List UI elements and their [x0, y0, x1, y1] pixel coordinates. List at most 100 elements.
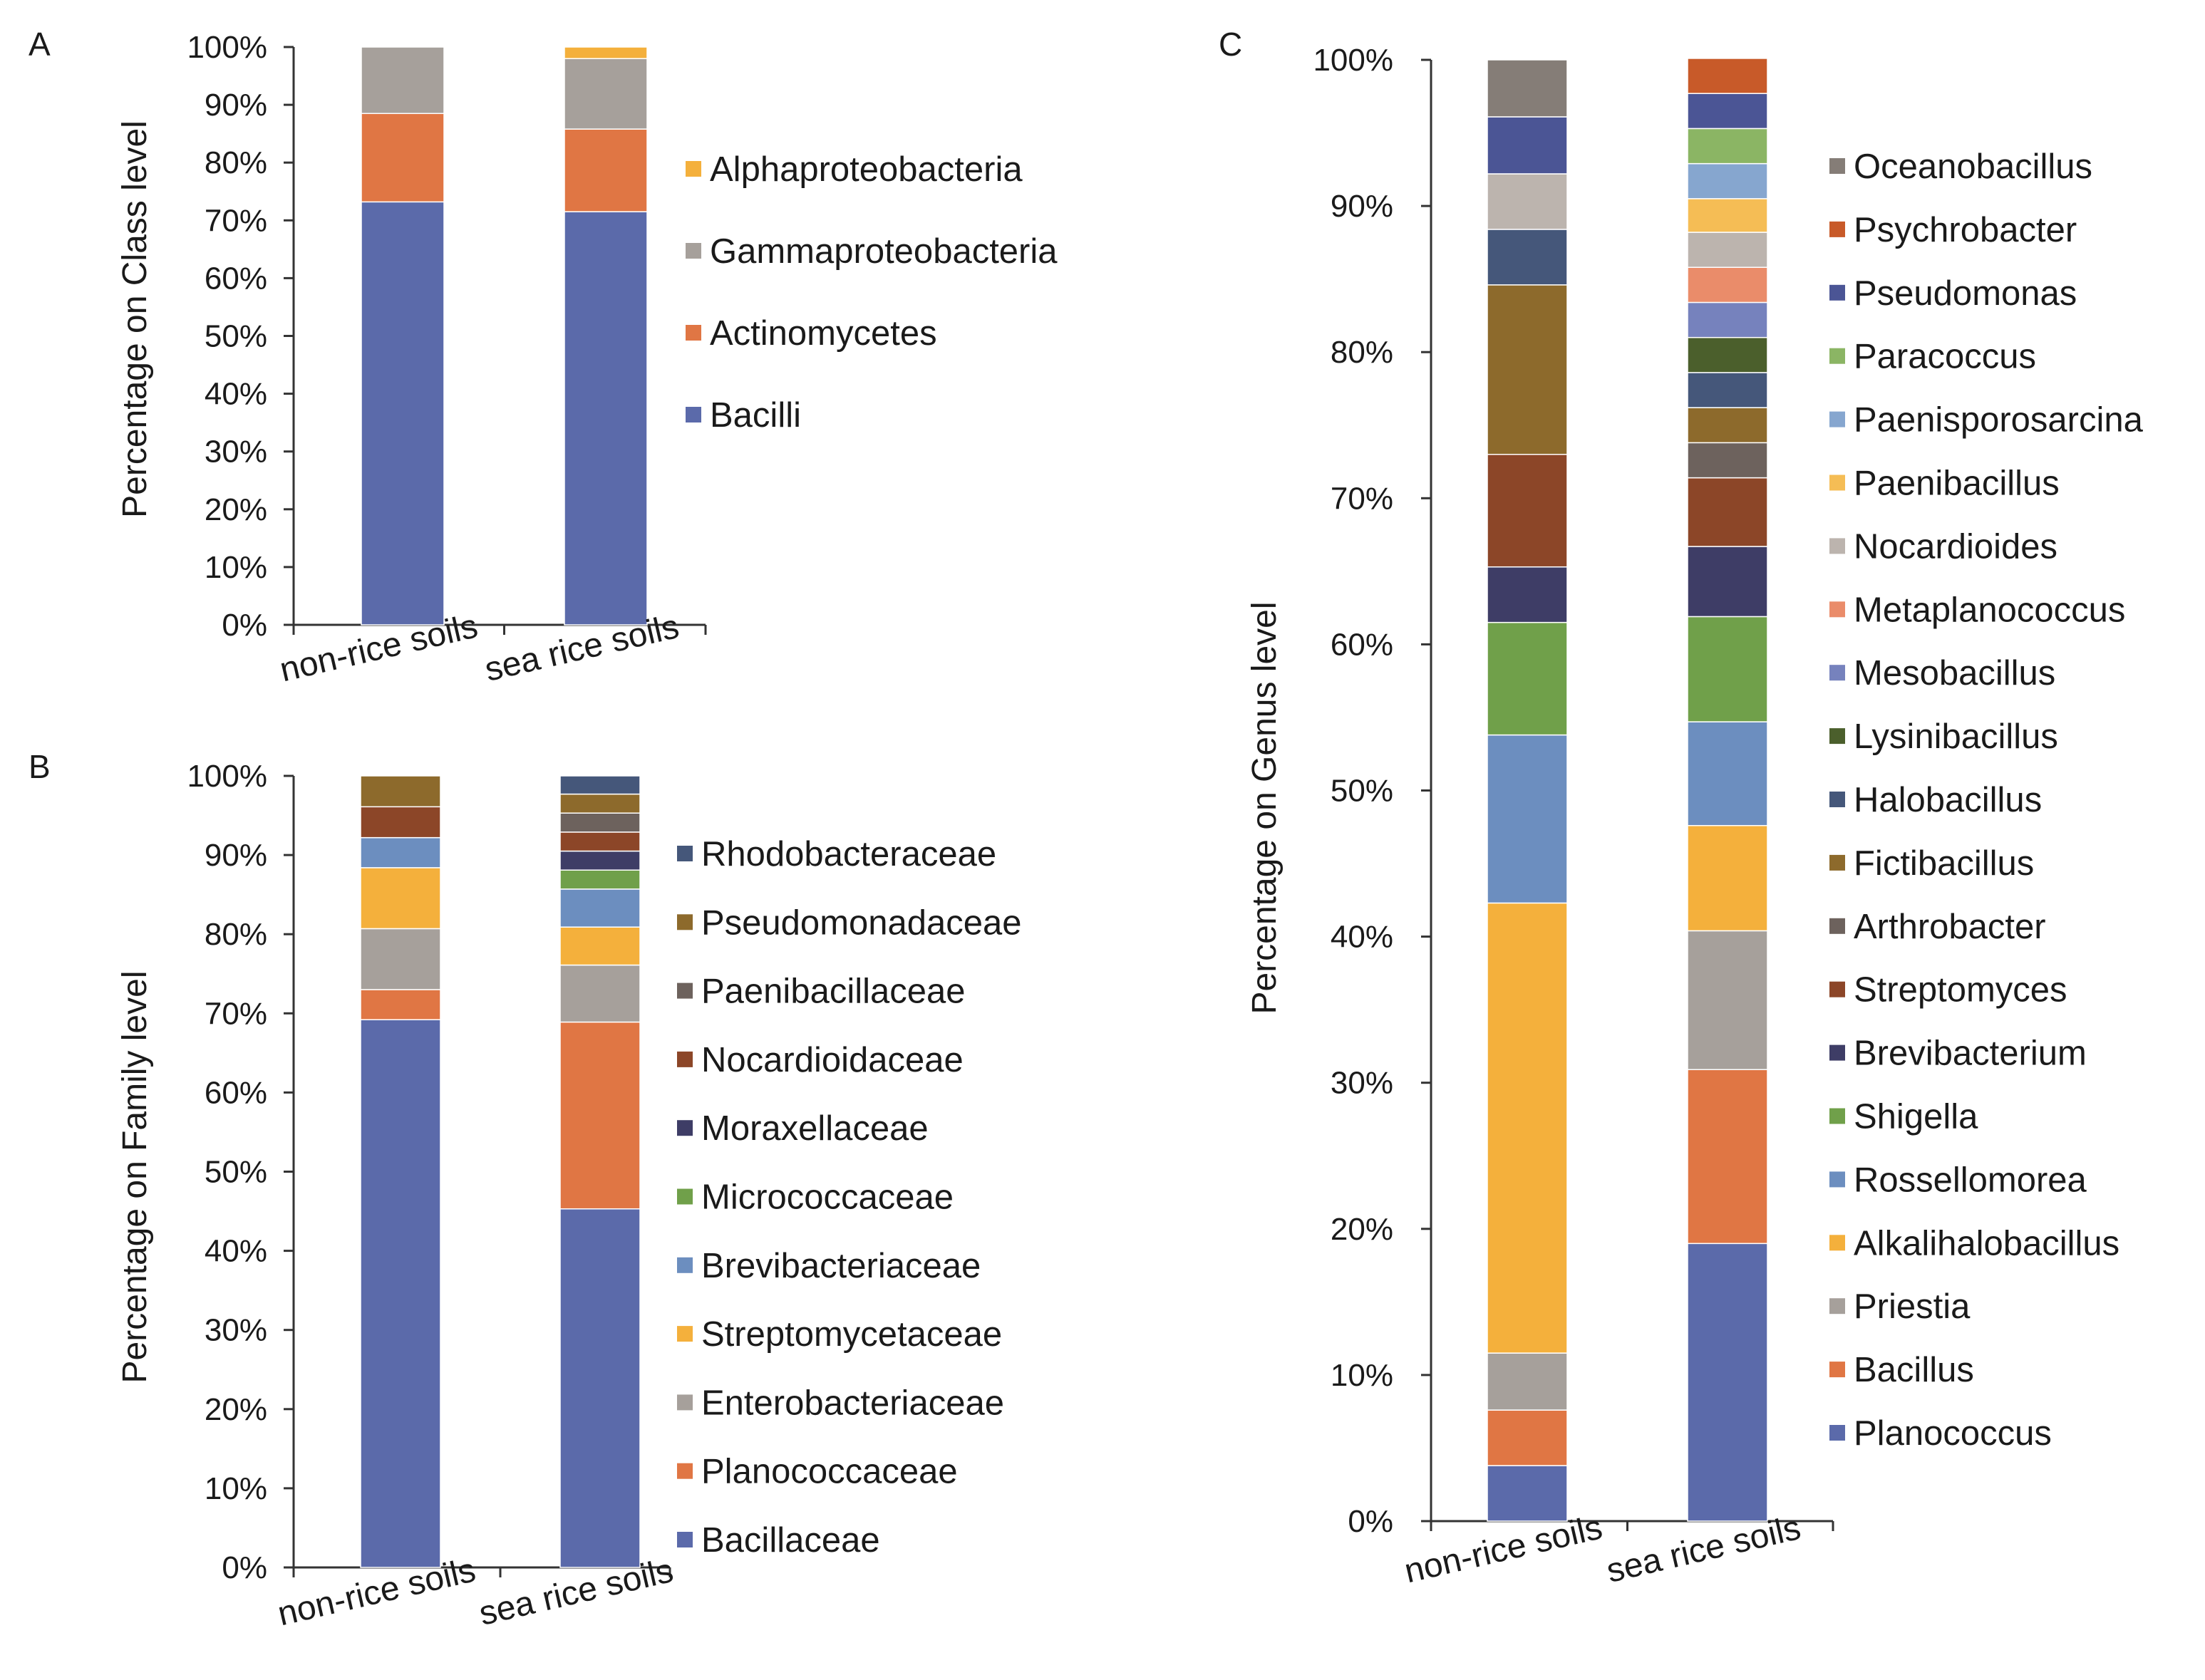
panel-a-y-axis-label: Percentage on Class level [116, 120, 154, 518]
y-tick-label: 0% [1348, 1504, 1393, 1539]
y-tick-label: 10% [205, 550, 267, 585]
y-tick-label: 70% [205, 996, 267, 1031]
legend-label: Alkalihalobacillus [1854, 1224, 2119, 1262]
legend-swatch [686, 243, 701, 259]
legend-label: Nocardioidaceae [701, 1041, 964, 1079]
legend-label: Lysinibacillus [1854, 717, 2058, 756]
bar-segment-bacilli: Bacilli: 73.2 [361, 201, 445, 626]
y-tick-label: 90% [205, 88, 267, 123]
bar-segment-brevibacteriaceae: Brevibacteriaceae: 3.8 [360, 836, 441, 868]
bar-segment-fictibacillus: Fictibacillus: 2.4 [1687, 407, 1768, 444]
bar-segment-streptomycetaceae: Streptomycetaceae: 4.8 [559, 926, 641, 966]
bar-segment-shigella: Shigella: 7.2 [1687, 616, 1768, 722]
bar-segment-oceanobacillus: Oceanobacillus: 3.9 [1487, 59, 1568, 118]
bar-segment-alphaproteobacteria: Alphaproteobacteria: 2 [564, 46, 648, 59]
legend-label: Bacillaceae [701, 1521, 880, 1560]
y-tick-label: 80% [205, 917, 267, 952]
legend-label: Brevibacteriaceae [701, 1247, 981, 1285]
y-tick-label: 0% [222, 608, 267, 643]
panel-c-axes: 0% 10% 20% 30% 40% 50% 60% 70% 80% 90% 100% [1313, 43, 1834, 1539]
panel-a-axes: 0% 10% 20% 30% 40% 50% 60% 70% 80% 90% 100% [187, 30, 707, 643]
legend-swatch [1829, 475, 1845, 491]
bar-segment-paenisporosarcina: Paenisporosarcina: 2.4 [1687, 162, 1768, 199]
bar-segment-metaplanococcus: Metaplanococcus: 2.4 [1687, 266, 1768, 304]
legend-swatch [1829, 348, 1845, 364]
bar-segment-brevibacterium: Brevibacterium: 4.8 [1687, 546, 1768, 618]
bar-segment-nocardioides: Nocardioides: 2.4 [1687, 232, 1768, 268]
legend-label: Paenibacillus [1854, 465, 2060, 503]
bar-segment-actinomycetes: Actinomycetes: 15.3 [361, 113, 445, 203]
legend-label: Metaplanococcus [1854, 591, 2125, 629]
legend-swatch [677, 1532, 693, 1547]
legend-swatch [677, 1120, 693, 1136]
bar-segment-rhodobacteraceae: Rhodobacteraceae: 2.3 [559, 775, 641, 795]
y-tick-label: 40% [1331, 920, 1393, 955]
y-tick-label: 80% [205, 145, 267, 180]
y-tick-label: 90% [205, 838, 267, 873]
legend-swatch [686, 407, 701, 422]
legend-label: Rhodobacteraceae [701, 835, 996, 873]
bar-segment-bacillaceae: Bacillaceae: 69.2 [360, 1019, 441, 1568]
panel-b-bars: Bacillaceae: 69.2Planococcaceae: 3.8Ente… [360, 775, 641, 1568]
y-tick-label: 50% [205, 319, 267, 354]
bar-segment-rossellomorea: Rossellomorea: 11.5 [1487, 734, 1568, 904]
panel-c-y-axis-label: Percentage on Genus level [1246, 601, 1284, 1014]
legend-label: Enterobacteriaceae [701, 1384, 1004, 1422]
y-tick-label: 30% [205, 435, 267, 470]
legend-label: Gammaproteobacteria [710, 232, 1058, 271]
bar-segment-rossellomorea: Rossellomorea: 7.1 [1687, 721, 1768, 826]
y-tick-label: 70% [205, 203, 267, 238]
legend-label: Planococcaceae [701, 1453, 958, 1491]
bar-segment-alkalihalobacillus: Alkalihalobacillus: 30.8 [1487, 902, 1568, 1354]
bar-segment-pseudomonadaceae: Pseudomonadaceae: 2.4 [559, 793, 641, 814]
bar-segment-brevibacteriaceae: Brevibacteriaceae: 4.8 [559, 888, 641, 928]
legend-label: Nocardioides [1854, 527, 2057, 566]
legend-label: Rossellomorea [1854, 1161, 2087, 1199]
legend-label: Planococcus [1854, 1414, 2052, 1453]
y-tick-label: 100% [187, 759, 267, 794]
bar-segment-planococcus: Planococcus: 19 [1687, 1243, 1768, 1522]
legend-swatch [1829, 1298, 1845, 1315]
y-tick-label: 40% [205, 377, 267, 412]
legend-label: Priestia [1854, 1287, 1971, 1326]
bar-segment-fictibacillus: Fictibacillus: 11.6 [1487, 284, 1568, 455]
panel-a-bars: Bacilli: 73.2Actinomycetes: 15.3Gammapro… [361, 46, 648, 626]
bar-segment-pseudomonadaceae: Pseudomonadaceae: 3.9 [360, 775, 441, 808]
bar-segment-mesobacillus: Mesobacillus: 2.4 [1687, 301, 1768, 338]
legend-swatch [677, 1257, 693, 1273]
panel-a-letter: A [29, 26, 51, 63]
legend-swatch [1829, 1235, 1845, 1251]
bar-segment-paenibacillaceae: Paenibacillaceae: 2.4 [559, 812, 641, 833]
bar-segment-bacillaceae: Bacillaceae: 45.3 [559, 1208, 641, 1568]
y-tick-label: 60% [1331, 627, 1393, 662]
bar-segment-halobacillus: Halobacillus: 3.8 [1487, 229, 1568, 286]
legend-label: Paenisporosarcina [1854, 401, 2144, 440]
bar-segment-nocardioidaceae: Nocardioidaceae: 3.9 [360, 806, 441, 839]
legend-label: Streptomyces [1854, 971, 2067, 1010]
legend-swatch [1829, 1044, 1845, 1061]
legend-swatch [1829, 1108, 1845, 1124]
legend-label: Pseudomonas [1854, 274, 2077, 313]
legend-swatch [677, 1463, 693, 1479]
legend-label: Mesobacillus [1854, 654, 2055, 693]
bar-segment-streptomycetaceae: Streptomycetaceae: 7.7 [360, 867, 441, 930]
y-tick-label: 90% [1331, 189, 1393, 224]
legend-swatch [1829, 411, 1845, 427]
legend-swatch [1829, 728, 1845, 745]
legend-swatch [1829, 1362, 1845, 1378]
bar-segment-paracoccus: Paracoccus: 2.4 [1687, 128, 1768, 165]
legend-swatch [1829, 792, 1845, 807]
y-tick-label: 20% [1331, 1212, 1393, 1247]
panel-c-legend: Oceanobacillus Psychrobacter Pseudomonas Pa… [1829, 147, 2144, 1453]
bar-segment-moraxellaceae: Moraxellaceae: 2.4 [559, 850, 641, 871]
bar-segment-priestia: Priestia: 9.5 [1687, 930, 1768, 1070]
legend-label: Actinomycetes [710, 314, 937, 353]
bar-segment-planococcaceae: Planococcaceae: 3.8 [360, 989, 441, 1020]
legend-swatch [1829, 538, 1845, 554]
legend-label: Arthrobacter [1854, 908, 2046, 946]
y-tick-label: 10% [205, 1471, 267, 1506]
legend-swatch [677, 846, 693, 861]
legend-swatch [677, 1051, 693, 1067]
bar-segment-bacilli: Bacilli: 71.5 [564, 211, 648, 626]
y-tick-label: 10% [1331, 1358, 1393, 1393]
